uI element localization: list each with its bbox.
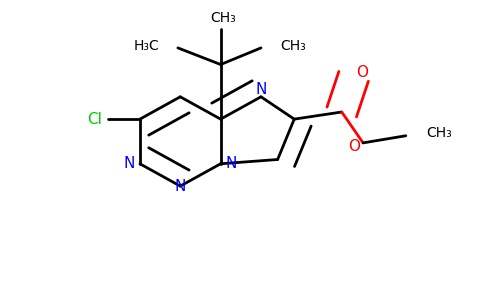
Text: CH₃: CH₃ — [280, 38, 306, 52]
Text: N: N — [175, 178, 186, 194]
Text: N: N — [255, 82, 267, 97]
Text: O: O — [356, 65, 368, 80]
Text: Cl: Cl — [87, 112, 102, 127]
Text: H₃C: H₃C — [133, 38, 159, 52]
Text: N: N — [226, 156, 237, 171]
Text: CH₃: CH₃ — [210, 11, 236, 26]
Text: N: N — [124, 156, 135, 171]
Text: CH₃: CH₃ — [426, 126, 452, 140]
Text: O: O — [348, 139, 361, 154]
